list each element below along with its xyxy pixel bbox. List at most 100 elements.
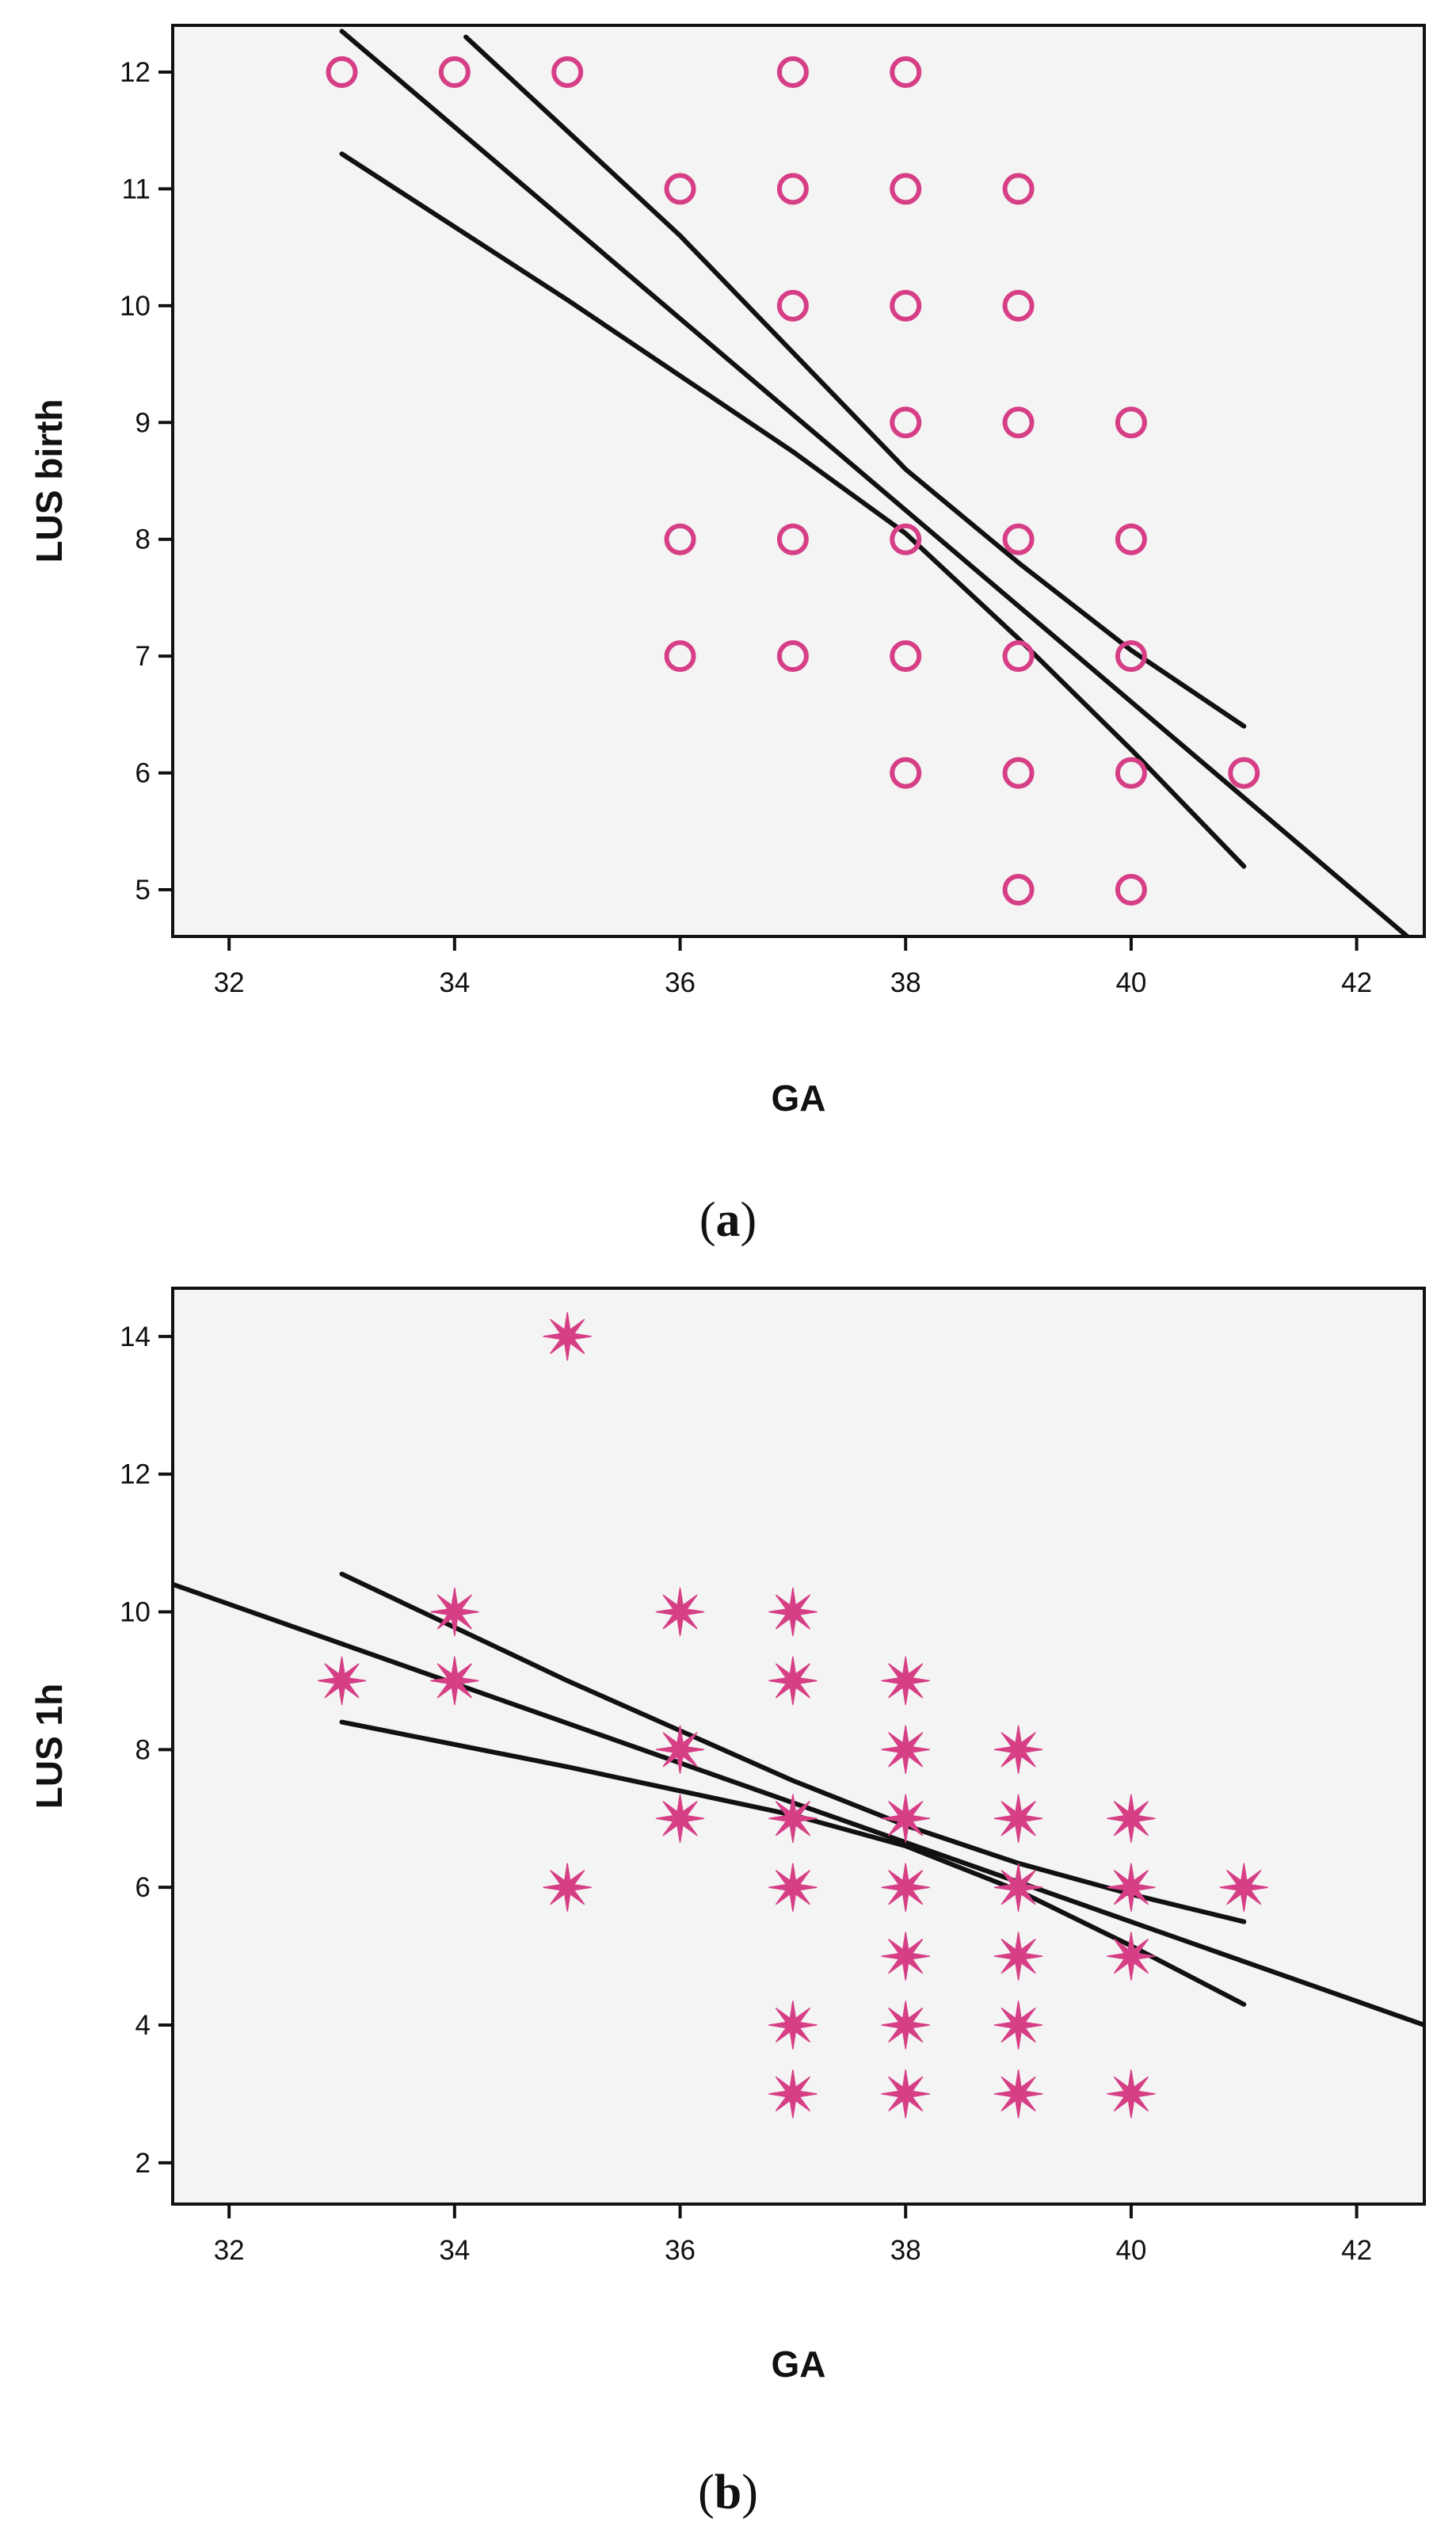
data-point-circle (1002, 406, 1035, 439)
y-tick-label: 4 (135, 2010, 151, 2041)
data-point-circle (890, 406, 922, 439)
y-tick-label: 10 (120, 291, 151, 322)
y-axis-ticks-b: 2 4 6 8 10 12 14 (120, 1322, 173, 2179)
data-points-b (317, 1312, 1269, 2119)
x-tick-label: 42 (1341, 2235, 1372, 2266)
plot-area-a (171, 24, 1426, 938)
data-point-circle (890, 173, 922, 205)
data-point-circle (1002, 640, 1035, 673)
y-tick-label: 7 (135, 641, 151, 672)
data-point-star (1107, 1863, 1156, 1912)
y-tick-label: 6 (135, 758, 151, 789)
data-point-circle (1115, 406, 1147, 439)
y-tick-label: 14 (120, 1322, 151, 1352)
data-point-circle (776, 173, 809, 205)
data-point-star (1107, 1794, 1156, 1844)
panel-label-b: (b) (698, 2466, 758, 2519)
y-tick-label: 6 (135, 1872, 151, 1903)
data-point-circle (1002, 289, 1035, 322)
panel-label-a: (a) (699, 1193, 757, 1247)
data-point-star (430, 1656, 479, 1706)
data-point-star (655, 1587, 705, 1637)
x-axis-label-b: GA (772, 2344, 826, 2385)
data-point-circle (890, 55, 922, 88)
data-point-star (655, 1725, 705, 1775)
data-point-circle (890, 640, 922, 673)
y-axis-label-b: LUS 1h (29, 1684, 70, 1809)
x-tick-label: 36 (665, 2235, 696, 2266)
data-point-circle (890, 289, 922, 322)
data-point-star (993, 1863, 1043, 1912)
data-point-star (768, 2069, 818, 2119)
line-ci-lower (339, 151, 1247, 869)
y-tick-label: 2 (135, 2148, 151, 2179)
data-point-star (655, 1794, 705, 1844)
panel-a: 32 34 36 38 40 42 5 6 7 8 9 10 11 12 GA LUS birth (a… (29, 24, 1426, 1247)
data-point-star (993, 2069, 1043, 2119)
x-tick-label: 36 (665, 967, 696, 998)
y-axis-ticks-a: 5 6 7 8 9 10 11 12 (120, 57, 173, 906)
data-point-star (993, 1725, 1043, 1775)
x-tick-label: 40 (1115, 2235, 1146, 2266)
line-fit (339, 29, 1410, 936)
data-point-star (768, 1863, 818, 1912)
data-point-circle (664, 640, 696, 673)
data-point-star (768, 2000, 818, 2050)
y-tick-label: 8 (135, 1734, 151, 1765)
line-ci-upper (463, 34, 1247, 729)
data-point-star (881, 1656, 930, 1706)
regression-lines-a (339, 29, 1410, 936)
x-tick-label: 34 (439, 967, 470, 998)
data-point-star (543, 1863, 592, 1912)
y-tick-label: 8 (135, 524, 151, 555)
y-tick-label: 12 (120, 57, 151, 88)
data-point-circle (1115, 757, 1147, 789)
data-point-circle (551, 55, 584, 88)
y-tick-label: 9 (135, 407, 151, 438)
data-point-circle (438, 55, 471, 88)
data-point-circle (1002, 523, 1035, 555)
y-tick-label: 10 (120, 1597, 151, 1628)
plot-area-b (171, 1287, 1426, 2206)
data-point-circle (1002, 173, 1035, 205)
x-tick-label: 40 (1115, 967, 1146, 998)
data-point-star (993, 1932, 1043, 1981)
data-point-star (768, 1656, 818, 1706)
data-point-circle (664, 523, 696, 555)
data-point-star (430, 1587, 479, 1637)
x-axis-ticks-a: 32 34 36 38 40 42 (214, 936, 1372, 998)
data-point-circle (1115, 640, 1147, 673)
data-points-a (326, 55, 1260, 906)
data-point-circle (1115, 874, 1147, 906)
data-point-circle (326, 55, 358, 88)
x-axis-ticks-b: 32 34 36 38 40 42 (214, 2204, 1372, 2266)
data-point-circle (1228, 757, 1260, 789)
x-tick-label: 32 (214, 967, 245, 998)
y-axis-label-a: LUS birth (29, 399, 70, 563)
data-point-circle (1002, 874, 1035, 906)
panel-letter-a: a (716, 1193, 741, 1247)
data-point-star (768, 1794, 818, 1844)
x-tick-label: 38 (890, 967, 921, 998)
data-point-star (1107, 2069, 1156, 2119)
panel-letter-b: b (715, 2466, 741, 2519)
data-point-star (317, 1656, 367, 1706)
data-point-star (543, 1312, 592, 1361)
data-point-circle (1002, 757, 1035, 789)
y-tick-label: 12 (120, 1459, 151, 1490)
data-point-star (881, 1725, 930, 1775)
data-point-circle (776, 640, 809, 673)
data-point-star (881, 1863, 930, 1912)
data-point-star (1107, 1932, 1156, 1981)
data-point-star (881, 1794, 930, 1844)
data-point-star (993, 2000, 1043, 2050)
data-point-star (1219, 1863, 1269, 1912)
data-point-star (881, 2000, 930, 2050)
data-point-star (881, 1932, 930, 1981)
x-axis-label-a: GA (772, 1077, 826, 1119)
data-point-circle (890, 523, 922, 555)
x-tick-label: 32 (214, 2235, 245, 2266)
data-point-circle (776, 523, 809, 555)
